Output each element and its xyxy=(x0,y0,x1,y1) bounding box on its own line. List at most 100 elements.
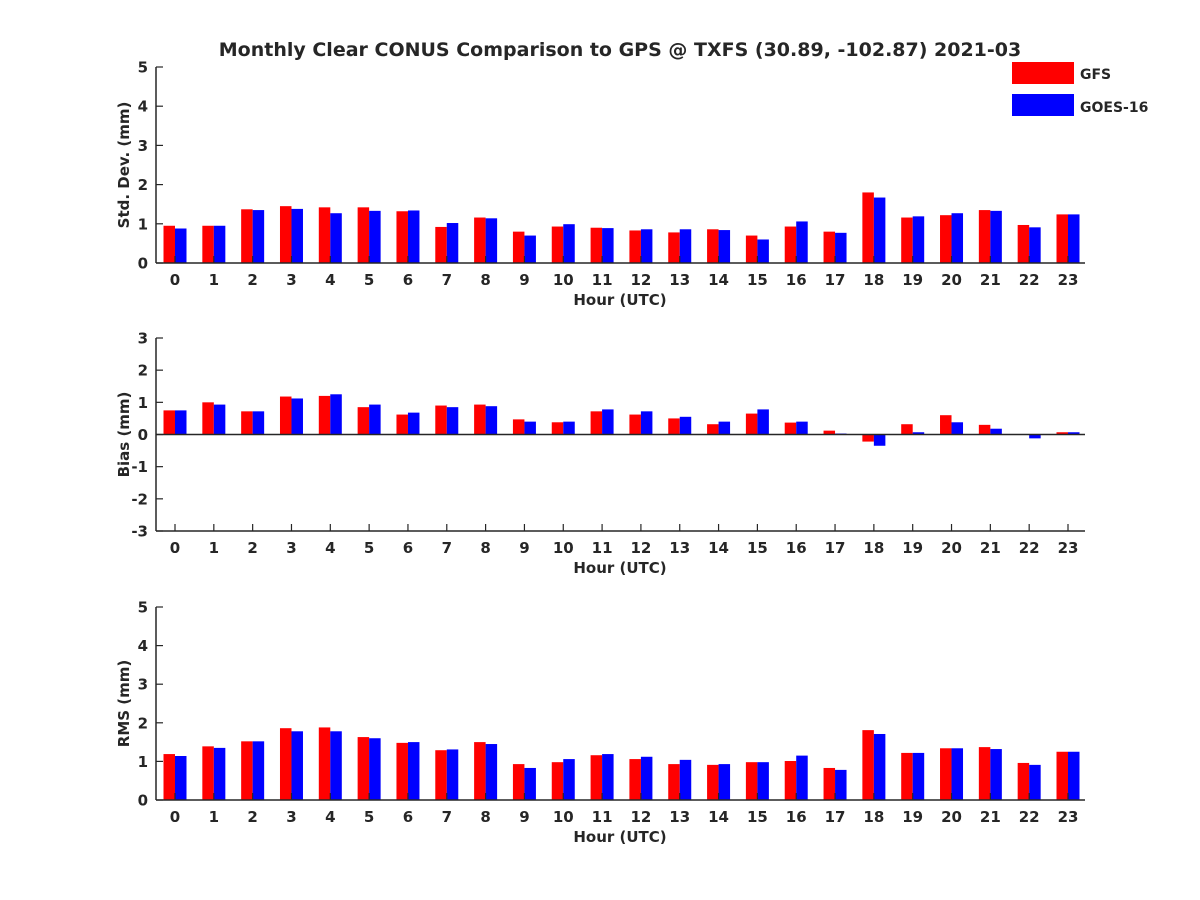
gfs-bar-2 xyxy=(241,741,253,800)
goes16-bar-1 xyxy=(213,404,226,435)
goes16-bar-13 xyxy=(679,759,692,800)
x-tick-label: 5 xyxy=(364,539,374,557)
gfs-bar-19 xyxy=(901,752,913,800)
x-tick-label: 18 xyxy=(863,539,884,557)
y-tick-label: -1 xyxy=(131,458,148,476)
gfs-bar-13 xyxy=(668,232,680,263)
goes16-bar-17 xyxy=(835,232,847,263)
goes16-bar-19 xyxy=(912,216,925,263)
gfs-bar-6 xyxy=(396,414,408,435)
gfs-bar-23 xyxy=(1056,432,1068,435)
y-tick-label: 4 xyxy=(138,98,148,116)
x-tick-label: 8 xyxy=(480,539,490,557)
x-tick-label: 19 xyxy=(902,808,923,826)
gfs-bar-11 xyxy=(590,755,603,800)
x-tick-label: 19 xyxy=(902,539,923,557)
x-tick-label: 21 xyxy=(980,539,1001,557)
x-tick-label: 3 xyxy=(286,271,296,289)
gfs-bar-14 xyxy=(707,229,719,263)
x-tick-label: 13 xyxy=(669,539,690,557)
goes16-bar-5 xyxy=(369,738,381,800)
goes16-bar-1 xyxy=(213,747,226,800)
goes16-bar-8 xyxy=(485,744,498,800)
gfs-bar-10 xyxy=(551,422,564,435)
goes16-bar-0 xyxy=(175,756,187,800)
goes16-bar-0 xyxy=(175,228,187,263)
gfs-bar-18 xyxy=(862,192,874,263)
gfs-bar-4 xyxy=(318,207,331,263)
y-tick-label: 1 xyxy=(138,753,148,771)
goes16-bar-22 xyxy=(1029,434,1041,439)
x-tick-label: 16 xyxy=(786,539,807,557)
gfs-bar-11 xyxy=(590,411,603,435)
goes16-bar-23 xyxy=(1068,751,1080,800)
x-tick-label: 10 xyxy=(553,539,574,557)
x-tick-label: 17 xyxy=(825,808,846,826)
x-tick-label: 5 xyxy=(364,271,374,289)
goes16-bar-8 xyxy=(485,406,498,435)
goes16-bar-10 xyxy=(563,224,575,263)
x-tick-label: 10 xyxy=(553,271,574,289)
goes16-bar-19 xyxy=(912,432,925,435)
y-tick-label: 2 xyxy=(138,176,148,194)
goes16-bar-3 xyxy=(291,398,303,435)
goes16-bar-21 xyxy=(990,428,1002,435)
x-tick-label: 4 xyxy=(325,539,335,557)
gfs-bar-9 xyxy=(512,764,525,800)
goes16-bar-9 xyxy=(524,767,536,800)
gfs-bar-3 xyxy=(279,206,292,263)
goes16-bar-10 xyxy=(563,759,575,800)
y-tick-label: 2 xyxy=(138,714,148,732)
x-tick-label: 1 xyxy=(209,271,219,289)
goes16-bar-3 xyxy=(291,731,303,800)
gfs-bar-2 xyxy=(241,411,253,435)
goes16-bar-23 xyxy=(1068,214,1080,263)
gfs-bar-23 xyxy=(1056,214,1068,263)
goes16-bar-11 xyxy=(602,228,614,263)
gfs-bar-1 xyxy=(202,225,214,263)
goes16-bar-16 xyxy=(796,221,808,263)
x-tick-label: 20 xyxy=(941,271,962,289)
x-tick-label: 8 xyxy=(480,808,490,826)
x-tick-label: 15 xyxy=(747,271,768,289)
goes16-bar-18 xyxy=(873,733,886,800)
x-tick-label: 23 xyxy=(1058,271,1079,289)
x-tick-label: 15 xyxy=(747,808,768,826)
gfs-bar-22 xyxy=(1017,224,1030,263)
gfs-bar-5 xyxy=(357,407,370,435)
x-tick-label: 16 xyxy=(786,271,807,289)
x-tick-label: 11 xyxy=(592,539,613,557)
x-tick-label: 13 xyxy=(669,271,690,289)
goes16-bar-15 xyxy=(757,239,769,263)
y-tick-label: 3 xyxy=(138,676,148,694)
y-tick-label: -3 xyxy=(131,523,148,541)
x-tick-label: 18 xyxy=(863,271,884,289)
goes16-bar-14 xyxy=(718,764,731,800)
x-tick-label: 9 xyxy=(519,539,529,557)
goes16-bar-5 xyxy=(369,210,381,263)
gfs-bar-17 xyxy=(823,231,836,263)
gfs-bar-17 xyxy=(823,430,836,435)
x-tick-label: 11 xyxy=(592,271,613,289)
x-tick-label: 15 xyxy=(747,539,768,557)
y-axis-label: RMS (mm) xyxy=(115,660,133,747)
goes16-bar-13 xyxy=(679,416,692,435)
x-tick-label: 11 xyxy=(592,808,613,826)
goes16-bar-7 xyxy=(446,223,459,263)
y-tick-label: 3 xyxy=(138,137,148,155)
x-tick-label: 20 xyxy=(941,539,962,557)
gfs-bar-10 xyxy=(551,226,564,263)
legend-label-gfs: GFS xyxy=(1080,67,1111,83)
goes16-bar-23 xyxy=(1068,432,1080,435)
goes16-bar-11 xyxy=(602,409,614,435)
gfs-bar-5 xyxy=(357,737,370,800)
goes16-bar-4 xyxy=(330,394,342,435)
x-tick-label: 3 xyxy=(286,808,296,826)
gfs-bar-9 xyxy=(512,231,525,263)
gfs-bar-6 xyxy=(396,211,408,263)
x-tick-label: 23 xyxy=(1058,808,1079,826)
y-tick-label: 0 xyxy=(138,426,148,444)
x-tick-label: 0 xyxy=(170,539,180,557)
